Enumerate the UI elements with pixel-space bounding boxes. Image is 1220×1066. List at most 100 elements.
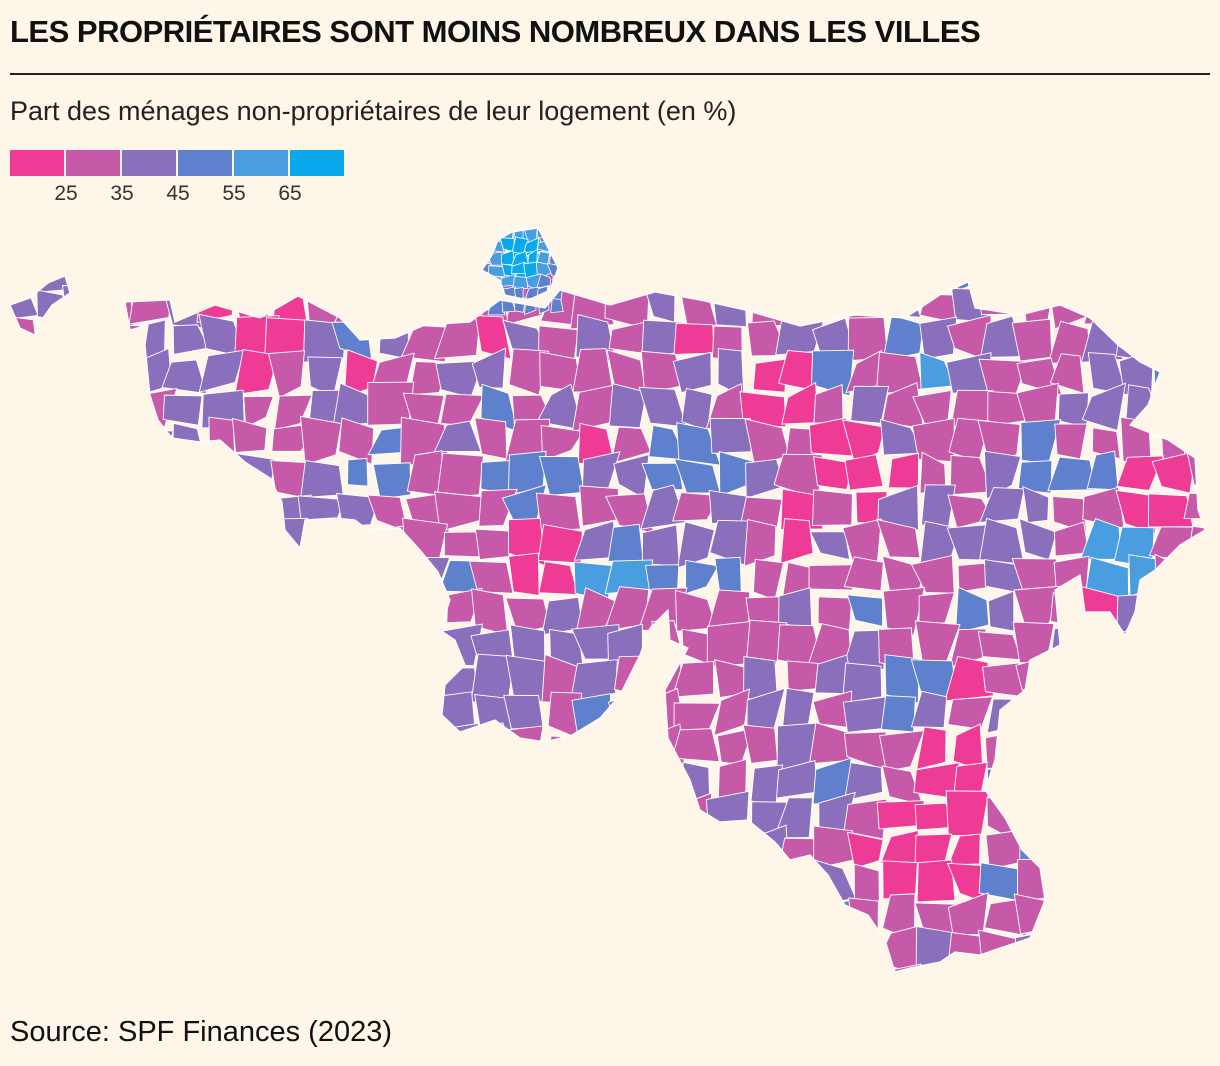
municipality (569, 659, 618, 703)
municipality (130, 730, 170, 772)
municipality (306, 759, 348, 802)
municipality (570, 971, 612, 972)
municipality (10, 387, 43, 432)
municipality (1012, 688, 1056, 738)
municipality (685, 559, 720, 595)
municipality (501, 297, 517, 313)
municipality (167, 654, 211, 699)
municipality (853, 863, 880, 909)
municipality (606, 759, 654, 800)
municipality (1049, 759, 1092, 803)
municipality (1056, 228, 1087, 261)
municipality (299, 692, 347, 738)
municipality (367, 555, 415, 603)
municipality (132, 926, 173, 971)
municipality (369, 696, 409, 733)
municipality (63, 590, 111, 632)
municipality (813, 384, 844, 424)
municipality (1148, 858, 1196, 906)
municipality (549, 239, 565, 256)
legend-swatch (234, 150, 288, 176)
municipality (164, 490, 208, 530)
municipality (1151, 629, 1191, 671)
municipality (400, 659, 443, 699)
municipality (10, 554, 30, 598)
municipality (1017, 460, 1053, 494)
municipality (62, 894, 110, 940)
municipality (267, 655, 312, 704)
municipality (783, 894, 818, 932)
municipality (646, 250, 682, 296)
municipality (271, 863, 310, 901)
municipality (1085, 971, 1121, 972)
municipality (952, 248, 989, 292)
municipality (306, 931, 336, 972)
municipality (776, 962, 824, 972)
municipality (200, 228, 237, 255)
municipality (26, 347, 70, 390)
municipality (503, 900, 549, 932)
municipality (31, 422, 64, 463)
municipality (882, 587, 926, 636)
municipality (549, 228, 566, 242)
municipality (885, 228, 926, 250)
municipality (94, 861, 145, 905)
municipality (1190, 318, 1205, 363)
municipality (408, 858, 449, 898)
municipality (981, 254, 1028, 288)
municipality (207, 732, 246, 766)
municipality (786, 660, 819, 692)
municipality (706, 960, 751, 972)
municipality (851, 973, 881, 985)
municipality (743, 518, 777, 567)
municipality (987, 590, 1015, 632)
municipality (879, 730, 925, 772)
municipality (978, 929, 1027, 972)
municipality (299, 832, 337, 864)
municipality (947, 833, 981, 866)
municipality (10, 489, 32, 529)
municipality (676, 521, 715, 569)
municipality (1114, 286, 1164, 329)
municipality (10, 891, 36, 940)
municipality (369, 620, 416, 668)
municipality (1083, 280, 1129, 325)
municipality (33, 867, 71, 899)
municipality (673, 322, 715, 355)
municipality (712, 895, 756, 935)
municipality (535, 492, 581, 532)
municipality (35, 794, 70, 840)
municipality (613, 655, 648, 698)
municipality (471, 347, 507, 389)
municipality (1093, 722, 1120, 772)
municipality (434, 870, 483, 901)
municipality (954, 586, 990, 634)
municipality (379, 765, 413, 802)
chart-title: LES PROPRIÉTAIRES SONT MOINS NOMBREUX DA… (10, 14, 981, 49)
municipality (917, 255, 956, 295)
municipality (10, 791, 42, 836)
municipality (136, 959, 176, 972)
municipality (434, 290, 475, 322)
municipality (264, 926, 311, 972)
municipality (230, 250, 273, 285)
municipality (440, 964, 482, 972)
municipality (70, 228, 110, 258)
municipality (1123, 891, 1163, 930)
municipality (368, 246, 403, 295)
municipality (165, 458, 212, 495)
municipality (263, 690, 309, 729)
municipality (812, 489, 853, 526)
municipality (572, 866, 618, 909)
municipality (10, 591, 39, 635)
municipality (375, 859, 415, 908)
municipality (231, 417, 268, 453)
municipality (399, 896, 449, 942)
municipality (439, 722, 484, 766)
municipality (1115, 861, 1159, 905)
municipality (95, 523, 133, 556)
municipality (1184, 283, 1205, 326)
municipality (919, 316, 958, 360)
municipality (297, 731, 341, 770)
municipality (272, 283, 308, 321)
